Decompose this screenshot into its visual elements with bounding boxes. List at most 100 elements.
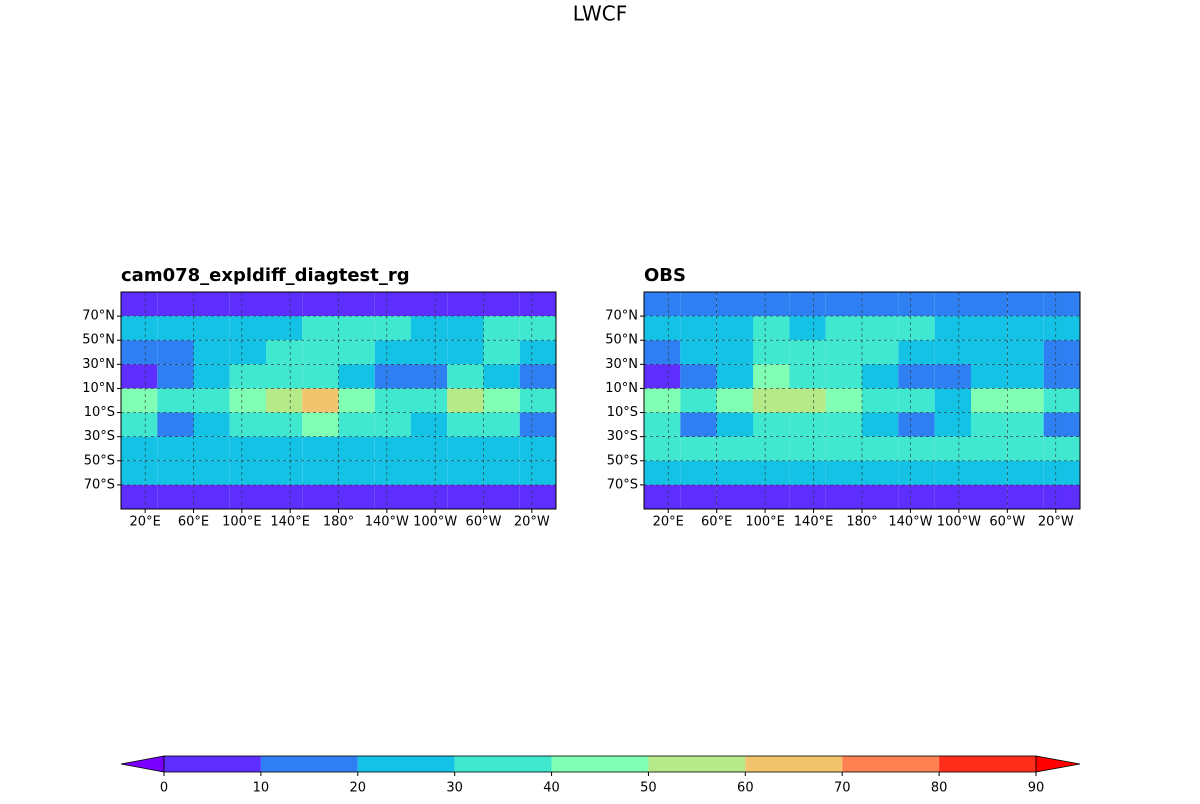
y-tick-label: 30°N [605,357,638,372]
field-cell [789,460,826,485]
field-cell [971,388,1008,413]
colorbar-frame [163,755,1037,773]
colorbar-tick-label: 50 [640,781,657,796]
field-cell [753,412,790,437]
field-cell [229,316,266,341]
field-cell [716,316,753,341]
field-cell [1007,484,1044,509]
field-cell [644,484,681,509]
field-cell [1007,364,1044,389]
field-cell [447,340,484,365]
field-cell [302,364,339,389]
field-cell [157,388,194,413]
field-cell [411,340,448,365]
field-cell [825,460,862,485]
field-cell [898,460,935,485]
field-cell [193,460,230,485]
field-cell [789,412,826,437]
field-cell [680,340,717,365]
field-cell [338,412,375,437]
field-cell [447,388,484,413]
field-cell [753,364,790,389]
y-tick-label: 70°N [605,309,638,324]
field-cell [1007,436,1044,461]
field-cell [716,388,753,413]
y-tick-label: 10°S [607,405,638,420]
field-cell [825,340,862,365]
y-tick-label: 70°S [607,477,638,492]
field-cell [789,292,826,317]
x-tick-label: 20°E [653,515,684,530]
field-cell [971,340,1008,365]
field-cell [644,412,681,437]
field-cell [519,484,556,509]
field-cell [644,316,681,341]
field-cell [411,364,448,389]
field-cell [229,484,266,509]
field-cell [266,484,303,509]
field-cell [753,292,790,317]
field-cell [716,364,753,389]
y-tick-label: 10°N [605,381,638,396]
field-cell [898,364,935,389]
field-cell [644,292,681,317]
field-cell [483,484,520,509]
field-cell [789,316,826,341]
field-cell [338,364,375,389]
field-cell [447,412,484,437]
x-tick-label: 100°W [937,515,981,530]
field-cell [411,412,448,437]
field-cell [753,340,790,365]
x-tick-label: 140°W [365,515,409,530]
field-cell [519,412,556,437]
field-cell [374,316,411,341]
field-cell [898,292,935,317]
field-cell [934,436,971,461]
field-cell [753,316,790,341]
field-cell [644,364,681,389]
field-cell [302,316,339,341]
field-cell [338,340,375,365]
field-cell [1043,436,1080,461]
field-cell [266,460,303,485]
field-cell [753,484,790,509]
field-cell [971,484,1008,509]
field-cell [716,340,753,365]
field-cell [374,340,411,365]
colorbar-tick-label: 80 [931,781,948,796]
field-cell [229,436,266,461]
field-cell [753,388,790,413]
field-cell [157,292,194,317]
field-cell [483,412,520,437]
field-cell [519,436,556,461]
field-cell [934,364,971,389]
field-cell [1043,340,1080,365]
field-cell [789,364,826,389]
field-cell [121,316,158,341]
colorbar-tick-label: 40 [543,781,560,796]
field-cell [1007,388,1044,413]
field-cell [483,436,520,461]
colorbar-segment [454,756,552,772]
field-cell [266,412,303,437]
panel-title: cam078_expldiff_diagtest_rg [121,265,410,286]
colorbar-under [120,755,165,773]
field-cell [374,436,411,461]
field-cell [1043,292,1080,317]
field-cell [934,388,971,413]
x-tick-label: 180° [846,515,877,530]
colorbar-segment [648,756,746,772]
colorbar-segment [842,756,940,772]
field-cell [862,460,899,485]
field-cell [971,364,1008,389]
field-cell [825,412,862,437]
y-tick-label: 10°N [82,381,115,396]
field-cell [229,292,266,317]
field-cell [519,364,556,389]
field-cell [716,412,753,437]
field-cell [862,340,899,365]
y-tick-label: 30°S [607,429,638,444]
field-cell [898,412,935,437]
field-cell [862,412,899,437]
field-cell [121,412,158,437]
